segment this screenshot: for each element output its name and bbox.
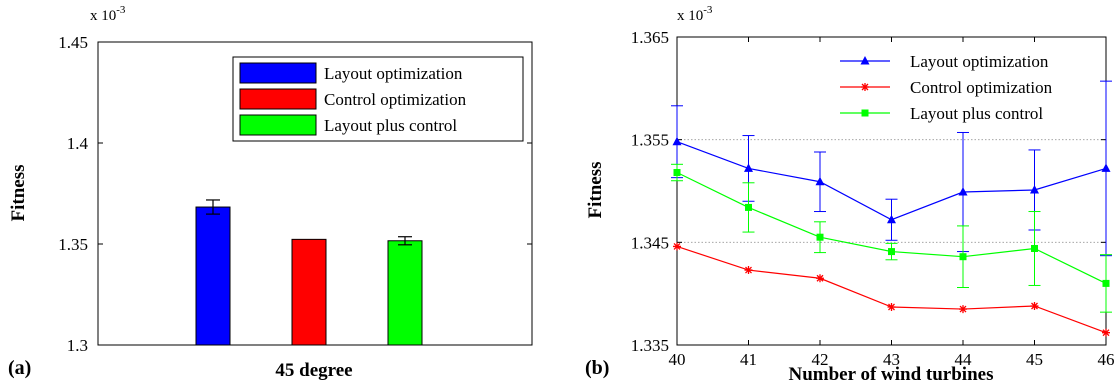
panel-b-x-tick-label: 41 (740, 350, 757, 369)
panel-b-x-tick-label: 45 (1026, 350, 1043, 369)
panel-b-data-point (887, 303, 896, 312)
panel-b-line-chart: 1.335 1.345 1.355 1.365 40 41 42 43 44 45 46 x 10… (585, 4, 1115, 385)
panel-a-scale-factor: x 10-3 (90, 4, 126, 24)
panel-b-data-point (816, 274, 824, 283)
panel-b-x-tick-label: 46 (1098, 350, 1115, 369)
panel-b-data-point (673, 242, 681, 251)
panel-a-y-tick-label: 1.3 (67, 336, 88, 355)
panel-b-data-point (887, 214, 896, 224)
panel-b-series (671, 80, 1112, 337)
panel-b-data-point (745, 203, 752, 211)
panel-a-legend-swatch (239, 114, 317, 136)
panel-a-y-tick-label: 1.35 (58, 235, 88, 254)
panel-b-data-point (1101, 163, 1111, 172)
panel-b-y-tick-label: 1.355 (631, 131, 669, 150)
panel-a-bar (387, 240, 423, 346)
panel-b-data-point (1030, 184, 1039, 194)
panel-b-x-tick-label: 42 (812, 350, 829, 369)
panel-b-legend-label: Layout optimization (910, 52, 1049, 71)
panel-b-x-axis: 40 41 42 43 44 45 46 (669, 37, 1115, 369)
panel-b-label: (b) (585, 357, 609, 379)
panel-b-data-point (1031, 244, 1038, 252)
panel-b-legend-marker (861, 109, 869, 117)
panel-a-y-axis-label: Fitness (8, 165, 29, 222)
panel-b-data-point (888, 248, 895, 256)
panel-a-legend-swatch (239, 62, 317, 84)
panel-a-y-tick-label: 1.45 (58, 33, 88, 52)
panel-b-x-tick-label: 44 (955, 350, 973, 369)
panel-b-y-tick-label: 1.365 (631, 28, 669, 47)
panel-a-bar-chart: 1.31.351.41.45 x 10-3 Fitness 45 degree … (8, 4, 533, 381)
panel-a-bar (195, 206, 231, 346)
panel-b-series-group (673, 242, 1110, 337)
panel-b-legend-marker (860, 56, 870, 65)
panel-a-x-axis-label: 45 degree (275, 360, 352, 381)
panel-b-series-group (671, 80, 1112, 257)
panel-b-scale-factor: x 10-3 (677, 4, 713, 24)
panel-b-x-tick-label: 43 (883, 350, 900, 369)
panel-b-legend-label: Layout plus control (910, 104, 1043, 123)
panel-b-legend-marker (861, 83, 869, 91)
panel-b-data-point (744, 163, 753, 172)
panel-b-y-tick-label: 1.345 (631, 233, 669, 252)
panel-a-legend-label: Layout plus control (324, 116, 457, 135)
panel-b-legend-label: Control optimization (910, 78, 1053, 97)
panel-b-data-point (673, 169, 681, 177)
panel-a-legend: Layout optimization Control optimization L… (232, 56, 524, 142)
panel-b-data-point (816, 233, 824, 241)
panel-b-data-point (959, 305, 967, 314)
panel-a-legend-label: Layout optimization (324, 64, 463, 83)
panel-a-y-tick-label: 1.4 (67, 134, 89, 153)
panel-b-y-axis-label: Fitness (585, 162, 606, 219)
panel-b-data-point (958, 187, 968, 196)
panel-b-y-axis: 1.335 1.345 1.355 1.365 (631, 28, 1106, 355)
panel-a-y-axis: 1.3 1.35 1.4 1.45 (58, 33, 532, 355)
panel-b-y-tick-label: 1.335 (631, 336, 669, 355)
panel-b-data-point (1030, 301, 1039, 310)
panel-b-x-axis-label: Number of wind turbines (789, 364, 994, 385)
panel-b-data-point (1102, 279, 1110, 287)
panel-b-data-point (959, 253, 967, 261)
panel-a-bars (195, 199, 423, 346)
panel-b-legend: Layout optimization Control optimization L… (840, 52, 1053, 123)
panel-b-data-point (815, 176, 825, 186)
panel-a-legend-label: Control optimization (324, 90, 467, 109)
panel-a-label: (a) (8, 357, 31, 379)
panel-b-data-point (672, 136, 682, 146)
panel-b-data-point (744, 266, 753, 275)
panel-b-x-tick-label: 40 (669, 350, 686, 369)
panel-a-legend-swatch (239, 88, 317, 110)
panel-b-series-group (671, 163, 1112, 313)
panel-b-data-point (1102, 328, 1110, 337)
panel-a-bar (291, 238, 327, 346)
